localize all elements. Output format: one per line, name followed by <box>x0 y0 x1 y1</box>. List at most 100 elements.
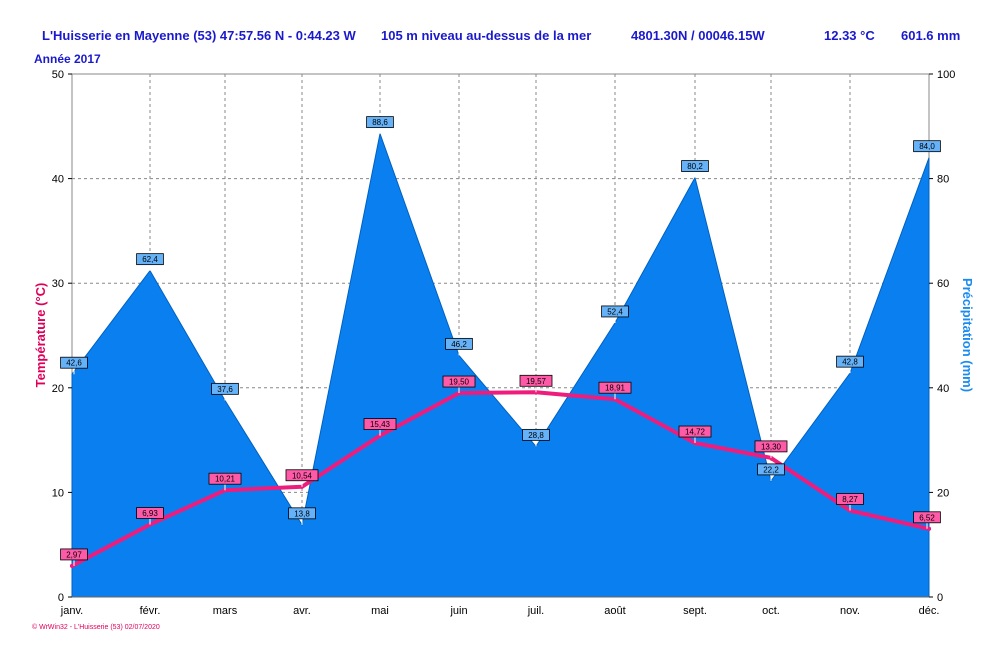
temperature-value-label: 19,57 <box>519 374 553 393</box>
label-box <box>136 507 164 519</box>
precipitation-value-label: 80,2 <box>681 160 709 178</box>
label-box <box>598 381 632 394</box>
precipitation-value-label: 46,2 <box>445 337 473 356</box>
axes: 0 10 20 30 40 50 0 20 40 60 80 100 janv. févr. mars avr… <box>52 69 956 617</box>
y-tick-label: 50 <box>52 69 64 81</box>
data-label: 62,4 <box>142 255 158 264</box>
data-label: 37,6 <box>217 385 233 394</box>
altitude-label: 105 m niveau au-dessus de la mer <box>381 28 592 43</box>
x-tick-label: août <box>604 605 625 617</box>
data-label: 15,43 <box>370 420 391 429</box>
temperature-value-label: 6,93 <box>136 507 164 525</box>
software-credit: © WrWin32 - L'Huisserie (53) 02/07/2020 <box>32 624 160 631</box>
data-label: 6,93 <box>142 509 158 518</box>
label-box <box>522 428 550 441</box>
x-tick-label: mars <box>213 605 238 617</box>
label-box <box>678 425 712 438</box>
label-box <box>363 418 397 431</box>
temperature-value-label: 13,30 <box>754 440 788 458</box>
data-label: 42,8 <box>842 358 858 367</box>
label-box <box>288 507 316 520</box>
y2-tick-label: 40 <box>937 383 949 395</box>
label-box <box>836 355 864 368</box>
label-box <box>519 374 553 387</box>
label-box <box>442 375 476 388</box>
precipitation-area <box>71 131 930 598</box>
precipitation-value-label: 22,2 <box>757 463 785 481</box>
temperature-value-label: 10,54 <box>285 469 319 487</box>
temperature-value-label: 15,43 <box>363 418 397 436</box>
x-tick-label: janv. <box>60 605 83 617</box>
label-box <box>208 472 242 485</box>
y-tick-label: 0 <box>58 592 64 604</box>
precipitation-value-label: 42,6 <box>60 356 88 375</box>
label-box <box>836 493 864 505</box>
data-label: 18,91 <box>605 384 626 393</box>
precipitation-value-label: 28,8 <box>522 428 550 447</box>
x-tick-label: déc. <box>919 605 940 617</box>
label-box <box>60 548 88 561</box>
y-tick-label: 10 <box>52 487 64 499</box>
temperature-value-label: 10,21 <box>208 472 242 491</box>
label-box <box>285 469 319 482</box>
x-tick-label: avr. <box>293 605 311 617</box>
x-tick-label: oct. <box>762 605 780 617</box>
temperature-value-label: 2,97 <box>60 548 88 566</box>
label-box <box>211 382 239 395</box>
data-label: 14,72 <box>685 428 706 437</box>
y2-tick-label: 0 <box>937 592 943 604</box>
label-box <box>913 511 941 524</box>
temperature-value-label: 6,52 <box>913 511 941 529</box>
data-label: 19,57 <box>526 377 547 386</box>
label-box <box>60 356 88 369</box>
label-box <box>754 440 788 453</box>
data-label: 88,6 <box>372 118 388 127</box>
total-precipitation: 601.6 mm <box>901 28 961 43</box>
x-tick-label: févr. <box>140 605 161 617</box>
y2-tick-label: 20 <box>937 487 949 499</box>
precipitation-area-shape <box>71 131 930 598</box>
label-box <box>136 253 164 266</box>
data-label: 6,52 <box>919 513 935 522</box>
precipitation-value-label: 13,8 <box>288 507 316 525</box>
y2-tick-label: 80 <box>937 174 949 186</box>
label-box <box>757 463 785 476</box>
data-label: 13,8 <box>294 509 310 518</box>
station-title: L'Huisserie en Mayenne (53) 47:57.56 N -… <box>42 28 356 43</box>
temperature-value-label: 18,91 <box>598 381 632 400</box>
data-label: 13,30 <box>761 442 782 451</box>
data-label: 46,2 <box>451 340 467 349</box>
data-label: 84,0 <box>919 142 935 151</box>
y-tick-label: 40 <box>52 174 64 186</box>
temperature-value-label: 8,27 <box>836 493 864 511</box>
precipitation-value-label: 42,8 <box>836 355 864 374</box>
label-box <box>445 337 473 350</box>
temperature-labels: 2,97 6,93 10,21 10,54 15,43 19,50 19,57 18,91 14… <box>60 374 941 566</box>
label-box <box>913 140 941 153</box>
x-tick-label: juil. <box>527 605 545 617</box>
x-tick-label: juin <box>449 605 467 617</box>
precipitation-value-label: 37,6 <box>211 382 239 401</box>
data-label: 10,54 <box>292 471 313 480</box>
data-label: 19,50 <box>449 378 470 387</box>
x-tick-label: sept. <box>683 605 707 617</box>
mean-temperature: 12.33 °C <box>824 28 875 43</box>
label-box <box>366 116 394 129</box>
temperature-value-label: 14,72 <box>678 425 712 444</box>
x-tick-label: mai <box>371 605 389 617</box>
data-label: 8,27 <box>842 495 858 504</box>
label-box <box>601 305 629 318</box>
x-tick-label: nov. <box>840 605 860 617</box>
temperature-value-label: 19,50 <box>442 375 476 394</box>
year-label: Année 2017 <box>34 52 101 66</box>
coordinates-label: 4801.30N / 00046.15W <box>631 28 765 43</box>
y-axis-title: Température (°C) <box>33 283 48 388</box>
data-label: 42,6 <box>66 359 82 368</box>
precipitation-value-label: 62,4 <box>136 253 164 271</box>
label-box <box>681 160 709 172</box>
y2-tick-label: 100 <box>937 69 955 81</box>
precipitation-value-label: 84,0 <box>913 140 941 158</box>
y2-axis-title: Précipitation (mm) <box>960 278 975 392</box>
data-label: 80,2 <box>687 162 703 171</box>
